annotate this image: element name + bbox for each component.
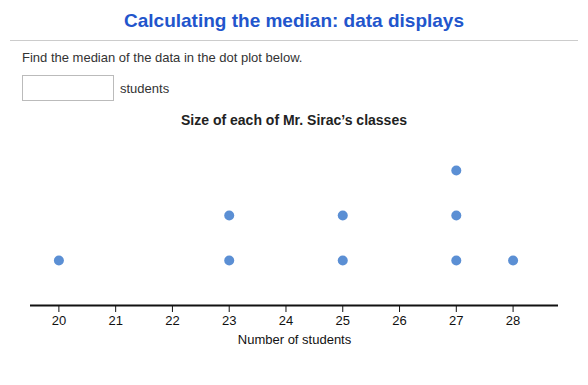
html-text:Calculating the median: data d: Calculating the median: data displays xyxy=(124,10,464,31)
svg-text:20: 20 xyxy=(52,313,66,328)
html-text:students: students xyxy=(120,80,170,96)
html-text:Size of each of Mr. Sirac’s cl: Size of each of Mr. Sirac’s classes xyxy=(181,112,407,128)
svg-text:26: 26 xyxy=(392,313,406,328)
html-text:Find the median of the data in: Find the median of the data in the dot p… xyxy=(22,50,303,65)
svg-text:23: 23 xyxy=(222,313,236,328)
svg-text:25: 25 xyxy=(336,313,350,328)
svg-text:24: 24 xyxy=(279,313,293,328)
svg-text:21: 21 xyxy=(108,313,122,328)
svg-text:Number of students: Number of students xyxy=(238,332,352,347)
svg-text:28: 28 xyxy=(506,313,520,328)
svg-text:27: 27 xyxy=(449,313,463,328)
svg-text:22: 22 xyxy=(165,313,179,328)
